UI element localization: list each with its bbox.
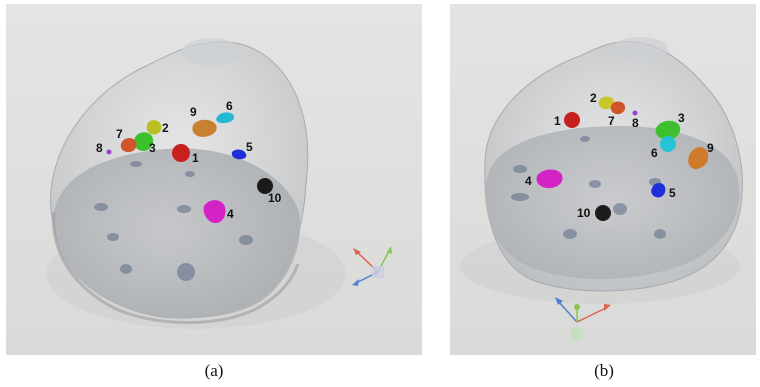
- marker-9-shape: [688, 147, 709, 170]
- marker-8: 8: [96, 141, 112, 155]
- marker-4-shape: [203, 200, 226, 224]
- marker-2: 2: [146, 120, 169, 135]
- marker-6-label: 6: [226, 99, 233, 113]
- marker-10: 10: [577, 205, 611, 221]
- marker-7: 7: [608, 101, 626, 128]
- marker-1-shape: [172, 144, 190, 162]
- marker-8-label: 8: [632, 116, 639, 130]
- marker-1-label: 1: [192, 151, 199, 165]
- marker-7-label: 7: [116, 127, 123, 141]
- marker-10-shape: [595, 205, 611, 221]
- marker-10-label: 10: [577, 206, 591, 220]
- marker-9-label: 9: [190, 105, 197, 119]
- marker-5-shape: [231, 149, 247, 160]
- marker-5-label: 5: [669, 186, 676, 200]
- marker-2: 2: [590, 91, 615, 110]
- scene-a: 1 2 3 4 5 6 7 8: [6, 4, 422, 355]
- marker-5: 5: [651, 182, 676, 200]
- marker-2-shape: [146, 120, 162, 135]
- marker-1: 1: [172, 144, 199, 165]
- marker-9: 9: [688, 141, 714, 170]
- caption-a: (a): [204, 361, 224, 380]
- phantom-base: [485, 126, 740, 280]
- marker-5-shape: [651, 182, 666, 198]
- marker-7-label: 7: [608, 114, 615, 128]
- marker-9-label: 9: [707, 141, 714, 155]
- caption-b: (b): [594, 361, 614, 380]
- marker-7-shape: [120, 138, 137, 153]
- marker-2-shape: [598, 96, 615, 110]
- marker-6: 6: [216, 99, 235, 124]
- hole-marks: [94, 161, 253, 281]
- marker-2-label: 2: [162, 121, 169, 135]
- marker-4: 4: [203, 200, 234, 224]
- render-panel-b: 1 2 3 4 5 6 7 8: [450, 4, 756, 355]
- axis-gizmo: [555, 297, 611, 341]
- marker-4-label: 4: [227, 207, 234, 221]
- marker-3-shape: [133, 132, 154, 151]
- marker-8-label: 8: [96, 141, 103, 155]
- phantom-knob: [612, 37, 668, 61]
- marker-8: 8: [632, 110, 639, 130]
- marker-7: 7: [116, 127, 137, 153]
- phantom-knob: [181, 38, 241, 66]
- marker-8-shape: [106, 149, 112, 155]
- marker-7-shape: [610, 101, 626, 115]
- marker-3-label: 3: [149, 141, 156, 155]
- axis-gizmo: [352, 246, 392, 286]
- marker-9: 9: [190, 105, 217, 137]
- marker-8-shape: [632, 110, 638, 116]
- phantom-base: [53, 148, 301, 319]
- scene-b: 1 2 3 4 5 6 7 8: [450, 4, 756, 355]
- marker-3: 3: [133, 132, 156, 155]
- marker-3: 3: [655, 111, 685, 140]
- marker-10-shape: [257, 178, 273, 194]
- marker-6-shape: [216, 112, 235, 124]
- marker-1: 1: [554, 112, 580, 128]
- phantom-rim: [52, 211, 300, 324]
- marker-10: 10: [257, 178, 282, 205]
- marker-5: 5: [231, 140, 253, 160]
- marker-5-label: 5: [246, 140, 253, 154]
- marker-10-label: 10: [268, 191, 282, 205]
- marker-3-label: 3: [678, 111, 685, 125]
- render-panel-a: 1 2 3 4 5 6 7 8: [6, 4, 422, 355]
- marker-4-label: 4: [525, 174, 532, 188]
- marker-4-shape: [536, 169, 563, 189]
- marker-1-label: 1: [554, 114, 561, 128]
- marker-9-shape: [192, 119, 217, 137]
- marker-1-shape: [564, 112, 580, 128]
- hole-marks: [511, 136, 666, 239]
- marker-6-label: 6: [651, 146, 658, 160]
- marker-6-shape: [660, 136, 676, 152]
- marker-2-label: 2: [590, 91, 597, 105]
- marker-6: 6: [651, 136, 676, 160]
- marker-3-shape: [655, 120, 681, 140]
- marker-4: 4: [525, 169, 563, 189]
